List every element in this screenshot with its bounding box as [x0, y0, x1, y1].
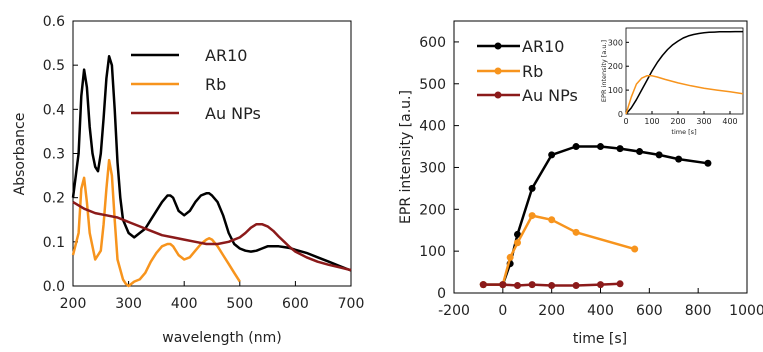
series-line-ar10	[71, 55, 352, 272]
x-tick-label: 400	[722, 117, 737, 126]
x-tick-label: 400	[171, 296, 198, 312]
data-point-rb	[528, 212, 536, 220]
series-group	[71, 55, 352, 288]
legend-label: AR10	[522, 37, 564, 56]
y-axis-title: EPR intensity [a.u.]	[398, 90, 414, 224]
y-tick-label: 0	[437, 286, 446, 302]
data-point-au-nps	[548, 281, 556, 289]
y-tick-label: 100	[419, 244, 446, 260]
x-tick-label: 300	[696, 117, 711, 126]
series-line-rb	[483, 214, 636, 286]
series-line-ar10	[625, 30, 743, 115]
x-tick-label: 200	[538, 303, 565, 319]
series-line-rb	[71, 158, 241, 288]
y-tick-label: 500	[419, 77, 446, 93]
x-axis-title: time [s]	[573, 331, 627, 347]
y-tick-label: 0.5	[43, 58, 65, 74]
data-point-ar10	[572, 143, 580, 151]
x-tick-label: 0	[498, 303, 507, 319]
x-tick-label: 600	[282, 296, 309, 312]
y-tick-label: 0	[618, 110, 623, 119]
data-point-au-nps	[597, 281, 604, 289]
legend: AR10 Rb Au NPs	[477, 37, 578, 105]
legend-label: AR10	[205, 46, 247, 65]
legend: AR10 Rb Au NPs	[131, 46, 261, 123]
y-tick-label: 100	[608, 86, 623, 95]
x-tick-label: 100	[644, 117, 659, 126]
y-tick-label: 600	[419, 35, 446, 51]
data-point-au-nps	[572, 281, 580, 289]
data-point-au-nps	[479, 281, 487, 289]
inset-series-group	[625, 30, 744, 115]
y-tick-label: 0.0	[43, 279, 65, 295]
x-tick-label: 400	[587, 303, 614, 319]
data-point-ar10	[636, 148, 644, 156]
legend-label: Au NPs	[522, 86, 578, 105]
x-tick-label: 800	[685, 303, 712, 319]
x-tick-label: 1000	[729, 303, 763, 319]
legend-label: Rb	[205, 75, 226, 94]
inset-y-axis-title: EPR intensity [a.u.]	[600, 40, 608, 102]
data-point-ar10	[513, 230, 521, 238]
data-point-au-nps	[528, 281, 536, 289]
data-point-rb	[572, 228, 580, 236]
data-point-ar10	[675, 155, 683, 163]
x-tick-label: 200	[670, 117, 685, 126]
absorbance-chart: 200 300 400 500 600 7000.00.10.20.30.40.50.6 …	[12, 14, 364, 346]
data-point-au-nps	[513, 281, 521, 289]
y-tick-label: 0.1	[43, 235, 65, 251]
data-point-ar10	[655, 151, 663, 159]
data-point-au-nps	[499, 281, 507, 289]
data-point-rb	[513, 239, 521, 247]
data-point-rb	[506, 253, 514, 261]
y-axis-title: Absorbance	[12, 113, 28, 196]
data-point-ar10	[548, 151, 556, 159]
x-axis-title: wavelength (nm)	[162, 330, 281, 346]
legend-label: Au NPs	[205, 104, 261, 123]
data-point-ar10	[616, 145, 624, 153]
series-group	[479, 143, 712, 289]
legend-marker-au-nps	[494, 91, 502, 99]
y-tick-label: 300	[419, 160, 446, 176]
y-tick-label: 300	[608, 38, 623, 47]
y-tick-label: 200	[608, 62, 623, 71]
x-tick-label: -200	[438, 303, 470, 319]
inset-tick-group: 0 100 200 300 400 0 100 200 300	[608, 38, 738, 126]
inset-frame	[625, 27, 744, 115]
y-tick-label: 0.3	[43, 147, 65, 163]
tick-group: 200 300 400 500 600 700 0.0 0.1 0.2 0.3 0.4 0.5 0.6	[43, 14, 365, 312]
data-point-ar10	[597, 143, 604, 151]
data-point-ar10	[704, 159, 712, 167]
inset-x-axis-title: time [s]	[671, 128, 696, 136]
series-line-rb	[625, 75, 744, 115]
y-tick-label: 0.4	[43, 102, 65, 118]
x-tick-label: 500	[226, 296, 253, 312]
epr-chart: -200 0 200 400 600 800 10000100200300400500600…	[398, 20, 763, 347]
y-tick-label: 400	[419, 119, 446, 135]
series-line-ar10	[483, 145, 709, 286]
data-point-ar10	[528, 184, 536, 192]
x-tick-label: 200	[60, 296, 87, 312]
legend-marker-ar10	[494, 42, 502, 50]
y-tick-label: 0.2	[43, 191, 65, 207]
series-line-au-nps	[72, 201, 352, 272]
data-point-rb	[548, 216, 556, 224]
inset-chart: 0 100 200 300 400 0 100 200 300 EPR intensity [a…	[600, 27, 744, 136]
legend-marker-rb	[494, 67, 502, 75]
y-tick-label: 200	[419, 202, 446, 218]
x-tick-label: 0	[623, 117, 628, 126]
y-tick-label: 0.6	[43, 14, 65, 30]
legend-label: Rb	[522, 62, 543, 81]
data-point-rb	[631, 245, 639, 253]
x-tick-label: 700	[338, 296, 365, 312]
x-tick-label: 300	[115, 296, 142, 312]
x-tick-label: 600	[636, 303, 663, 319]
data-point-au-nps	[616, 280, 624, 288]
